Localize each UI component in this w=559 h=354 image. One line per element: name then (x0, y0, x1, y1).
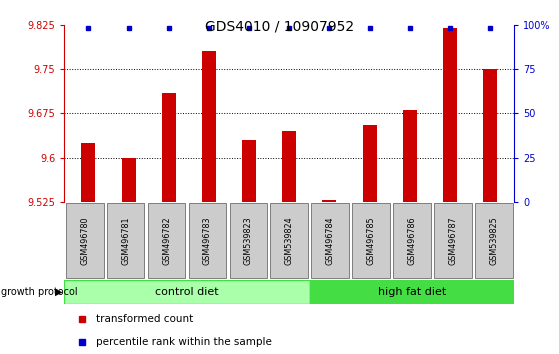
Bar (188, 203, 226, 278)
Bar (483, 69, 497, 202)
Bar (148, 203, 186, 278)
Text: transformed count: transformed count (96, 314, 193, 324)
Bar (443, 28, 457, 202)
Bar (310, 280, 514, 304)
Text: percentile rank within the sample: percentile rank within the sample (96, 337, 272, 347)
Text: high fat diet: high fat diet (378, 287, 446, 297)
Bar (403, 110, 417, 202)
Text: GSM539824: GSM539824 (285, 216, 294, 265)
Bar (311, 203, 349, 278)
Text: GSM496783: GSM496783 (203, 216, 212, 265)
Bar (352, 203, 390, 278)
Bar (271, 203, 308, 278)
Bar (107, 203, 144, 278)
Text: GDS4010 / 10907952: GDS4010 / 10907952 (205, 19, 354, 34)
Text: GSM496787: GSM496787 (448, 216, 457, 265)
Text: GSM496780: GSM496780 (80, 216, 89, 265)
Bar (393, 203, 431, 278)
Text: growth protocol: growth protocol (1, 287, 78, 297)
Bar (202, 51, 216, 202)
Text: GSM496782: GSM496782 (162, 216, 171, 265)
Text: GSM539823: GSM539823 (244, 216, 253, 265)
Bar (66, 203, 103, 278)
Bar (82, 143, 96, 202)
Bar (162, 93, 176, 202)
Text: GSM539825: GSM539825 (489, 216, 498, 265)
Bar (121, 158, 136, 202)
Bar (434, 203, 472, 278)
Bar (242, 140, 256, 202)
Bar (64, 280, 310, 304)
Bar (282, 131, 296, 202)
Text: ▶: ▶ (55, 287, 62, 297)
Text: GSM496786: GSM496786 (408, 216, 416, 265)
Text: GSM496784: GSM496784 (326, 216, 335, 265)
Bar (323, 200, 337, 202)
Text: control diet: control diet (155, 287, 219, 297)
Bar (363, 125, 377, 202)
Text: GSM496785: GSM496785 (367, 216, 376, 265)
Text: GSM496781: GSM496781 (121, 216, 130, 265)
Bar (230, 203, 267, 278)
Bar (475, 203, 513, 278)
